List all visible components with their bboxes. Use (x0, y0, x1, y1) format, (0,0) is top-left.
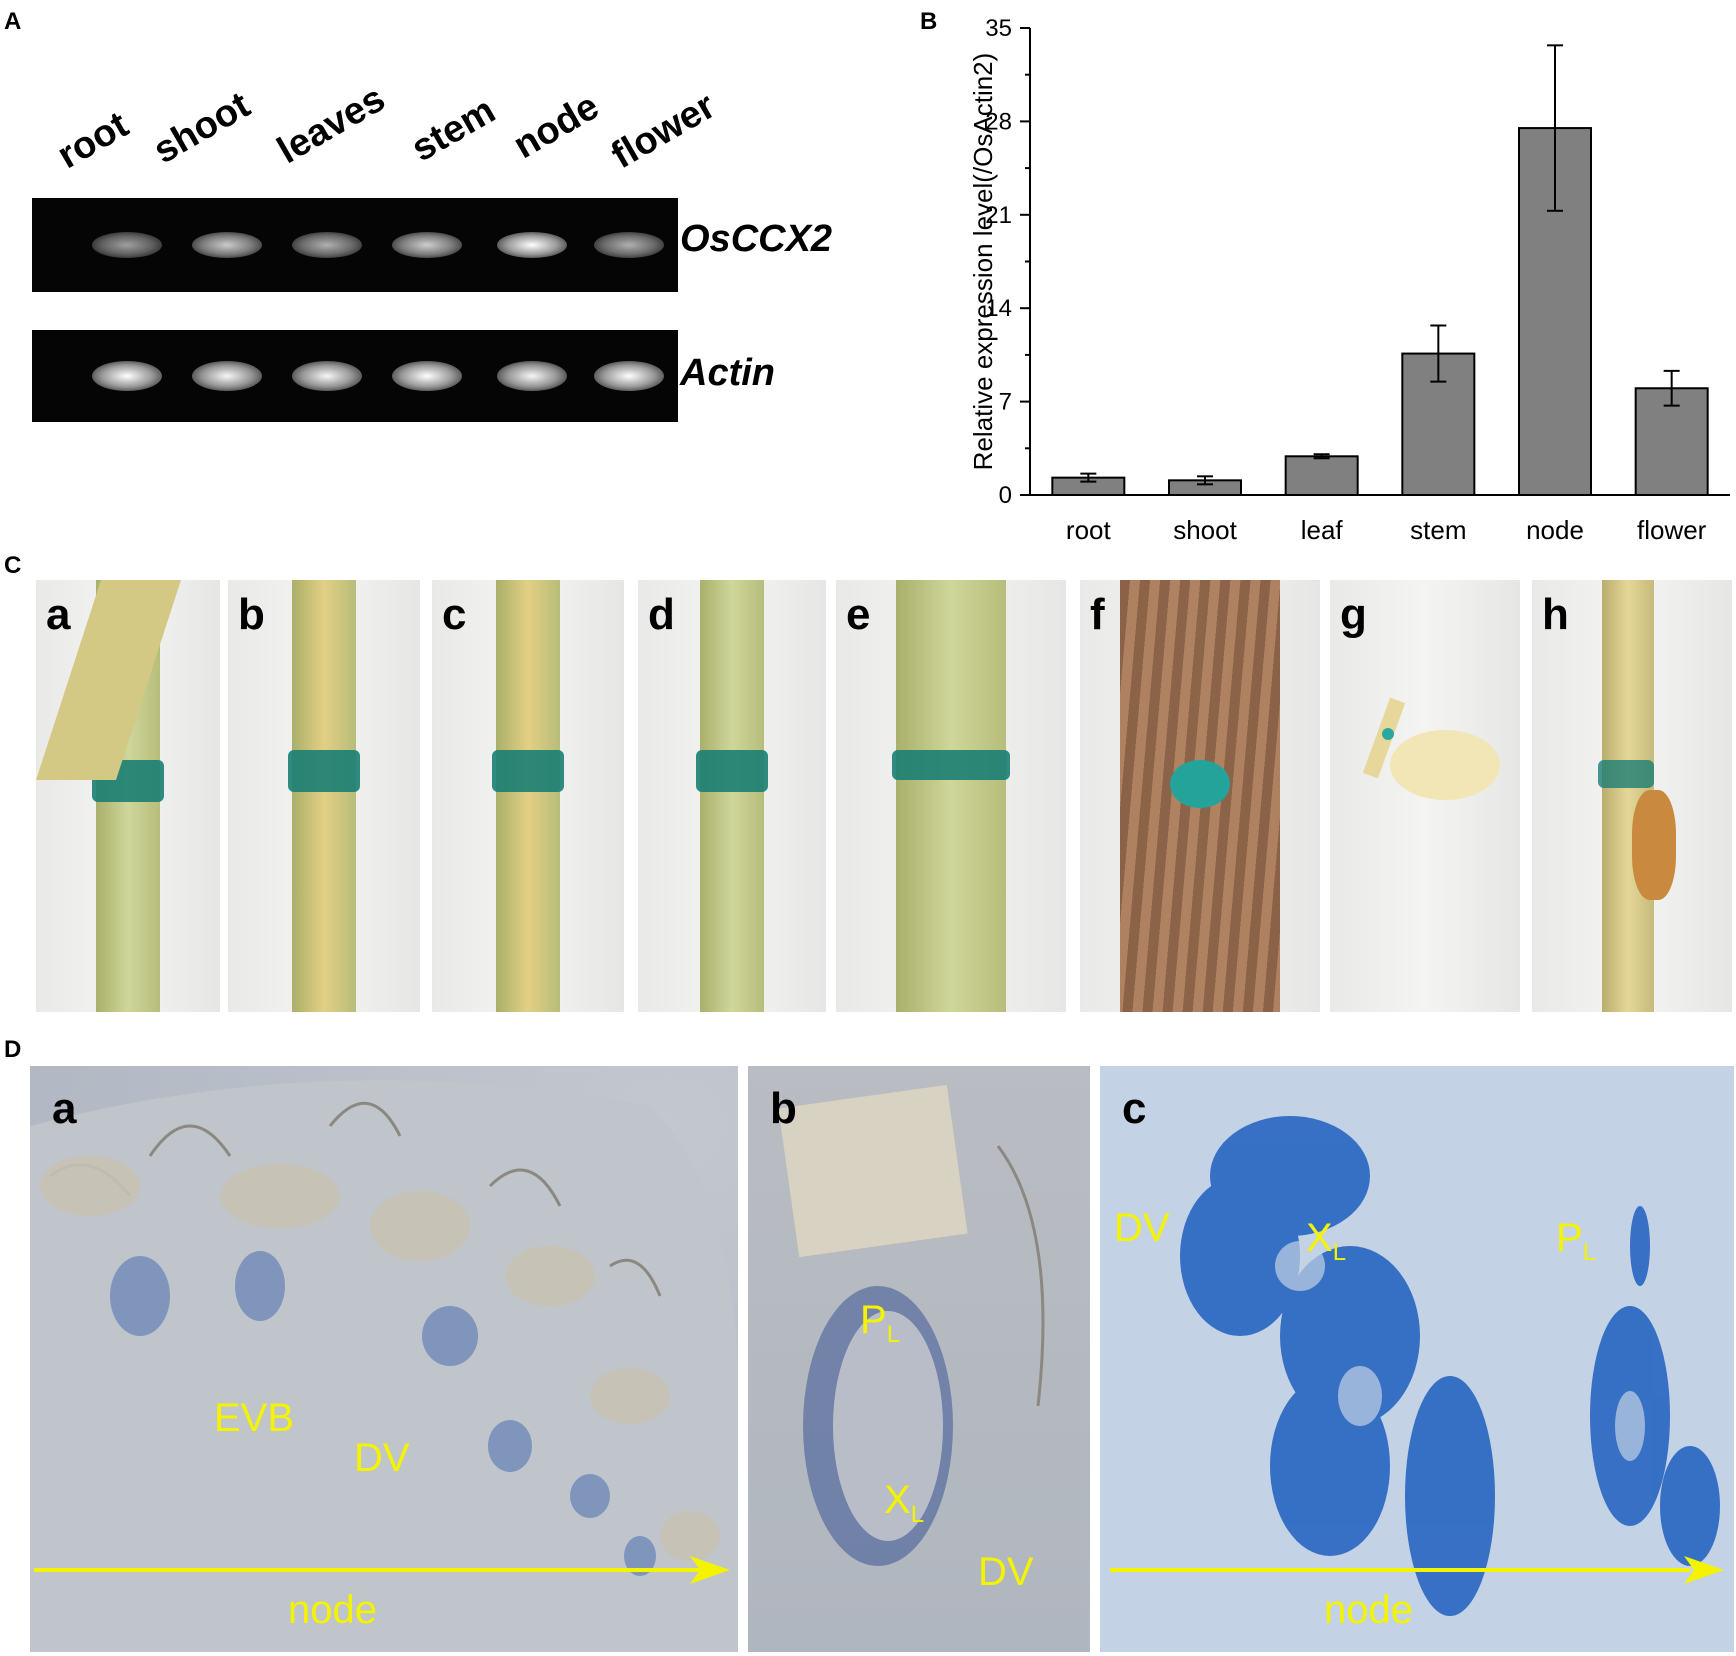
panel-letter-b: B (920, 8, 938, 35)
micrograph-dc: c DV XL PL node (1100, 1066, 1734, 1652)
x-tick-label-flower: flower (1637, 515, 1707, 545)
photo-c-h: h (1532, 580, 1732, 1012)
actin-band-shoot (192, 361, 262, 391)
actin-band-leaves (292, 361, 362, 391)
lane-label-node: node (506, 85, 607, 168)
photo-c-letter-e: e (846, 590, 871, 639)
photo-c-c: c (432, 580, 624, 1012)
y-axis-label: Relative expression level(/OsActin2) (968, 53, 998, 471)
osccx2-band-flower (594, 232, 664, 258)
label-node-c: node (1324, 1588, 1413, 1632)
photo-c-f: f (1080, 580, 1320, 1012)
bar-flower (1634, 387, 1709, 496)
lane-label-root: root (50, 103, 136, 178)
lane-label-leaves: leaves (270, 77, 393, 173)
photo-c-letter-a: a (46, 590, 71, 639)
label-dv-b: DV (978, 1550, 1034, 1594)
panel-letter-c: C (4, 552, 22, 579)
gel-osccx2 (32, 198, 678, 292)
panel-letter-a: A (4, 8, 22, 35)
photo-c-letter-h: h (1542, 590, 1569, 639)
bar-leaf (1284, 455, 1359, 497)
x-tick-label-stem: stem (1410, 515, 1466, 545)
photo-c-b: b (228, 580, 420, 1012)
gene-label-actin: Actin (680, 352, 775, 394)
bar-root (1051, 476, 1126, 497)
panel-dc-letter: c (1122, 1084, 1147, 1133)
x-tick-label-root: root (1066, 515, 1112, 545)
photo-c-letter-b: b (238, 590, 265, 639)
osccx2-band-stem (392, 232, 462, 258)
panel-db-letter: b (770, 1084, 797, 1133)
actin-band-node (497, 361, 567, 391)
photo-c-a: a (36, 580, 220, 1012)
x-tick-label-node: node (1526, 515, 1584, 545)
osccx2-band-shoot (192, 232, 262, 258)
lane-label-stem: stem (404, 89, 503, 171)
x-tick-label-leaf: leaf (1301, 515, 1344, 545)
photo-c-g: g (1330, 580, 1520, 1012)
y-tick-label: 35 (985, 15, 1012, 42)
photo-c-letter-f: f (1090, 590, 1105, 639)
osccx2-band-node (497, 232, 567, 258)
osccx2-band-root (92, 232, 162, 258)
y-tick-label: 14 (985, 295, 1012, 322)
label-xl-b: XL (884, 1478, 925, 1528)
photo-c-letter-d: d (648, 590, 675, 639)
lane-label-shoot: shoot (146, 84, 258, 173)
micrograph-db: b PL XL DV (748, 1066, 1090, 1652)
y-tick-label: 0 (999, 482, 1012, 509)
gel-actin (32, 330, 678, 422)
label-dv-c: DV (1114, 1206, 1170, 1250)
gene-label-osccx2: OsCCX2 (680, 218, 833, 260)
lane-label-flower: flower (604, 84, 723, 178)
bar-stem (1401, 352, 1476, 496)
y-tick-label: 21 (985, 202, 1012, 229)
photo-c-d: d (638, 580, 826, 1012)
photo-c-letter-g: g (1340, 590, 1367, 639)
actin-band-root (92, 361, 162, 391)
label-dv-a: DV (354, 1436, 410, 1480)
bar-node (1518, 127, 1592, 496)
panel-da-letter: a (52, 1084, 77, 1133)
x-tick-label-shoot: shoot (1173, 515, 1237, 545)
label-xl-c: XL (1306, 1216, 1347, 1266)
y-tick-label: 28 (985, 108, 1012, 135)
micrograph-da: a EVB DV node (30, 1066, 738, 1652)
actin-band-flower (594, 361, 664, 391)
panel-letter-d: D (4, 1036, 22, 1063)
osccx2-band-leaves (292, 232, 362, 258)
bar-shoot (1168, 479, 1242, 496)
label-node-a: node (288, 1588, 377, 1632)
photo-c-e: e (836, 580, 1066, 1012)
photo-c-letter-c: c (442, 590, 467, 639)
label-evb: EVB (214, 1396, 295, 1440)
label-pl-b: PL (860, 1298, 901, 1348)
y-tick-label: 7 (999, 389, 1012, 416)
actin-band-stem (392, 361, 462, 391)
label-pl-c: PL (1556, 1216, 1597, 1266)
